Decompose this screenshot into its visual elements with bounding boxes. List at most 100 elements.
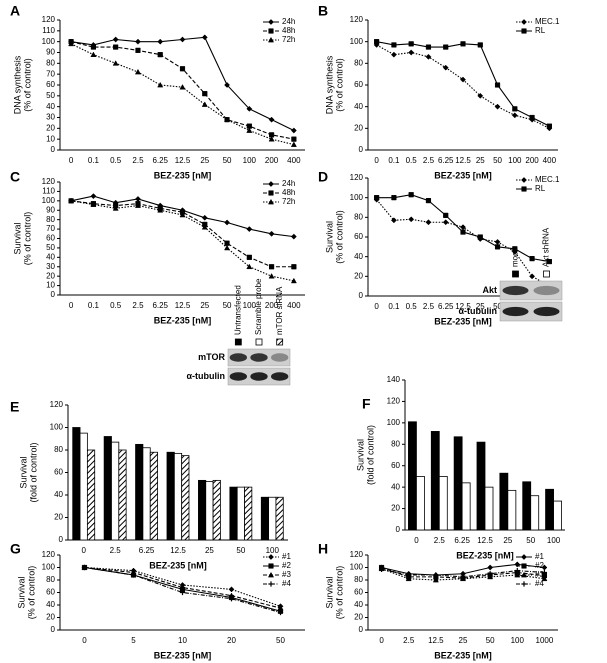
marker [514,568,520,574]
legend-marker [268,19,274,25]
x-tick-label: 2.5 [423,302,435,311]
blot-band [533,306,560,317]
y-tick-label: 80 [46,58,55,67]
legend-swatch [276,338,284,346]
marker [269,132,275,138]
series-line [376,44,550,129]
y-tick-label: 0 [59,535,64,544]
marker [406,572,412,578]
x-tick-label: 0 [82,636,87,645]
marker [290,233,297,240]
y-axis-label: (% of control) [334,210,344,264]
marker [290,277,297,284]
y-axis-label: (% of control) [22,58,32,112]
y-tick-label: 60 [46,588,55,597]
y-tick-label: 0 [359,145,364,154]
bar [166,451,175,541]
x-tick-label: 25 [476,302,485,311]
series-line [84,566,281,609]
x-tick-label: 100 [266,546,280,555]
bar [198,479,207,541]
legend-marker [268,181,274,187]
marker [113,44,119,50]
legend-label: Scramble probe [254,278,263,335]
marker [425,198,432,204]
marker [201,214,208,221]
marker [201,101,208,107]
y-tick-label: 100 [50,423,64,432]
blot-band [533,285,560,296]
legend-marker [520,571,528,578]
marker [290,141,297,147]
legend-label: 24h [282,17,295,26]
marker [179,211,186,218]
x-tick-label: 2.5 [423,156,435,165]
marker [529,114,535,121]
x-tick-label: 50 [223,301,232,310]
marker [179,66,186,72]
x-tick-label: 50 [526,536,535,545]
x-tick-label: 400 [287,156,301,165]
bar [118,449,127,541]
y-axis-label: (fold of control) [28,442,38,502]
bar [453,436,463,531]
bar [507,489,517,531]
marker [246,127,253,133]
marker [135,38,141,45]
x-tick-label: 50 [223,156,232,165]
series-line [71,41,294,140]
x-tick-label: 0 [81,546,86,555]
x-tick-label: 20 [227,636,236,645]
legend-marker [268,554,274,560]
panel-letter: H [318,541,328,557]
y-tick-label: 110 [42,26,55,35]
legend-marker [267,198,275,205]
x-tick-label: 0 [379,636,384,645]
x-tick-label: 50 [493,302,502,311]
blot-label: Akt [482,285,497,295]
x-tick-label: 0 [414,536,419,545]
legend-label: RL [535,184,546,193]
panel-letter: G [10,541,21,557]
y-tick-label: 90 [46,205,55,214]
marker [224,244,231,251]
legend-swatch [234,338,242,346]
y-axis-label: Survival [324,576,334,608]
x-tick-label: 0 [374,156,379,165]
marker [134,202,141,208]
marker [157,38,164,45]
x-tick-label: 12.5 [455,156,471,165]
x-tick-label: 50 [236,546,245,555]
legend-marker [521,177,527,183]
marker [494,238,501,245]
bar [149,451,158,541]
marker [246,123,252,129]
y-tick-label: 120 [350,173,364,182]
bar [236,486,245,541]
marker [224,240,230,246]
legend-marker [521,28,527,34]
marker [112,60,119,66]
x-tick-label: 25 [205,546,214,555]
marker [408,216,415,223]
y-tick-label: 80 [46,215,55,224]
blot-label: mTOR [198,352,225,362]
marker [487,573,494,580]
bar [173,452,183,541]
marker [228,586,235,593]
y-tick-label: 80 [391,439,400,448]
y-tick-label: 0 [359,291,364,300]
marker [112,205,119,211]
x-tick-label: 10 [178,636,187,645]
x-tick-label: 0.1 [88,301,100,310]
legend-swatch [512,270,519,278]
marker [157,81,164,88]
bar [86,449,96,541]
y-tick-label: 40 [354,600,363,609]
x-tick-label: 50 [276,636,285,645]
marker [391,195,397,201]
marker [201,224,208,230]
marker [179,36,186,43]
legend-label: mock [511,247,520,267]
panel-letter: A [10,3,20,19]
